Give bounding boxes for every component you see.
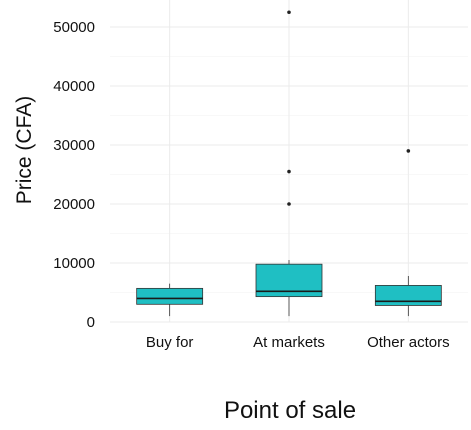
x-axis-ticks: Buy for At markets Other actors — [146, 334, 450, 351]
y-tick-label: 10000 — [53, 255, 95, 272]
y-tick-label: 0 — [87, 314, 95, 331]
box-group — [255, 10, 323, 317]
y-tick-label: 50000 — [53, 19, 95, 36]
x-tick-label: Buy for — [146, 334, 194, 351]
iqr-box — [136, 287, 204, 305]
y-tick-label: 30000 — [53, 137, 95, 154]
x-tick-label: At markets — [253, 334, 325, 351]
outlier-point — [406, 149, 411, 153]
x-tick-label: Other actors — [367, 334, 450, 351]
y-tick-label: 40000 — [53, 78, 95, 95]
outlier-point — [287, 10, 291, 15]
x-axis-title: Point of sale — [224, 397, 356, 424]
box-group — [374, 149, 442, 317]
y-axis-title: Price (CFA) — [13, 96, 36, 205]
y-axis-ticks: 0 10000 20000 30000 40000 50000 — [53, 19, 95, 331]
outlier-point — [287, 202, 291, 206]
outlier-point — [287, 169, 291, 174]
y-tick-label: 20000 — [53, 196, 95, 213]
iqr-box — [374, 285, 442, 306]
box-group — [136, 283, 204, 317]
boxes — [136, 10, 442, 317]
